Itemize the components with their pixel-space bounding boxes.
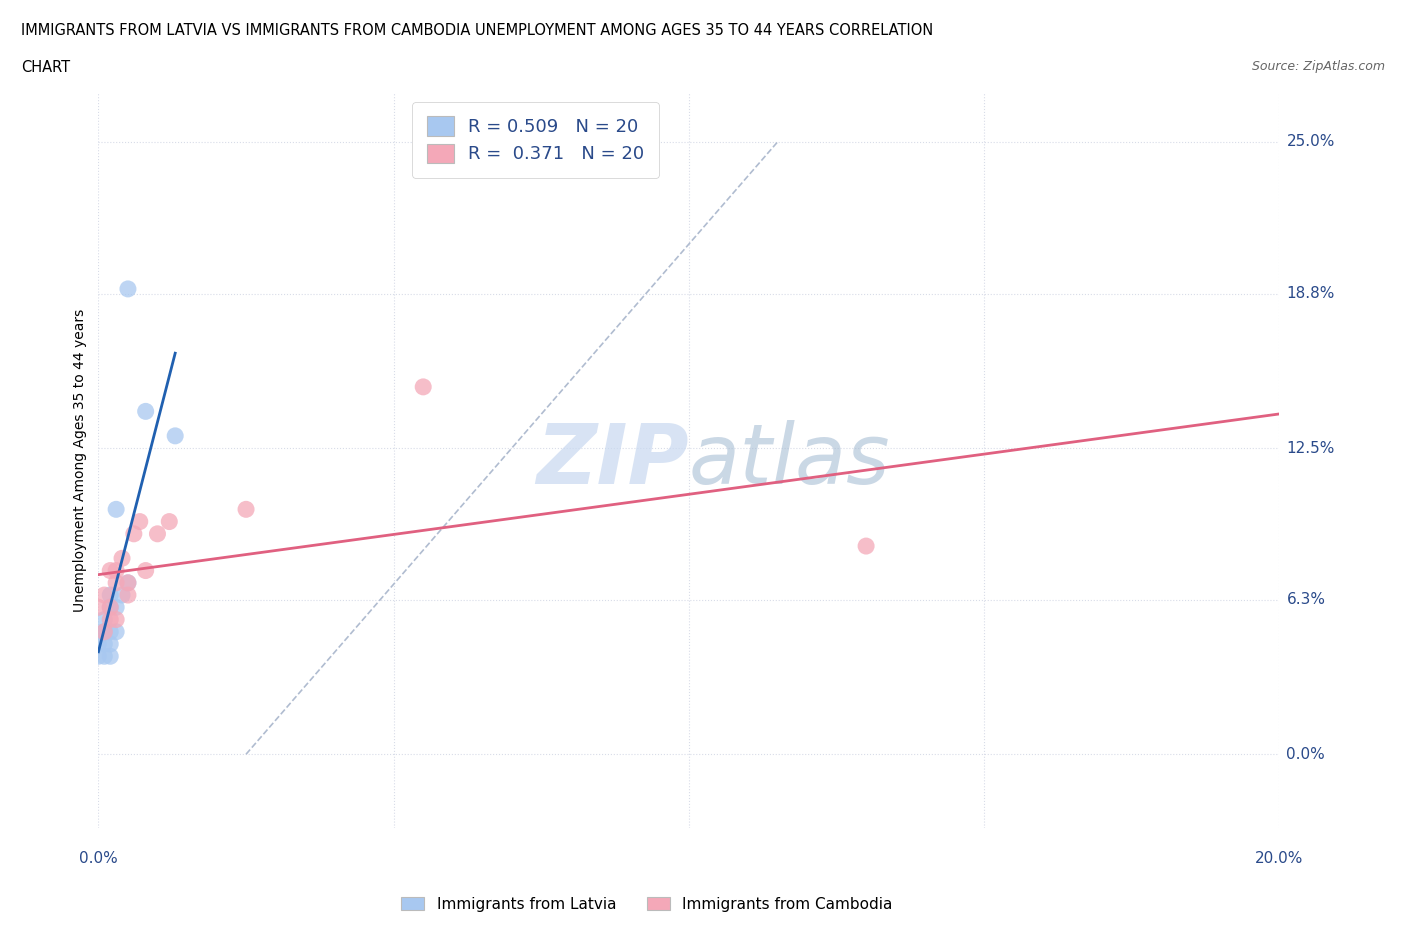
Point: [93, 624, 115, 639]
Point: [98, 600, 121, 615]
Text: Source: ZipAtlas.com: Source: ZipAtlas.com: [1251, 60, 1385, 73]
Point: [111, 588, 134, 603]
Point: [117, 282, 139, 297]
Point: [93, 612, 115, 627]
Point: [93, 588, 115, 603]
Point: [105, 502, 128, 517]
Point: [135, 404, 157, 418]
Point: [98, 612, 121, 627]
Point: [98, 588, 121, 603]
Point: [105, 624, 128, 639]
Point: [412, 379, 434, 394]
Point: [111, 551, 134, 565]
Point: [122, 526, 145, 541]
Point: [87, 649, 110, 664]
Point: [93, 624, 115, 639]
Point: [128, 514, 150, 529]
Point: [98, 564, 121, 578]
Point: [855, 538, 877, 553]
Point: [235, 502, 257, 517]
Point: [93, 649, 115, 664]
Point: [117, 576, 139, 591]
Point: [98, 624, 121, 639]
Legend: Immigrants from Latvia, Immigrants from Cambodia: Immigrants from Latvia, Immigrants from …: [395, 890, 898, 918]
Y-axis label: Unemployment Among Ages 35 to 44 years: Unemployment Among Ages 35 to 44 years: [73, 309, 87, 612]
Point: [117, 576, 139, 591]
Point: [135, 564, 157, 578]
Point: [105, 612, 128, 627]
Point: [105, 600, 128, 615]
Legend: R = 0.509   N = 20, R =  0.371   N = 20: R = 0.509 N = 20, R = 0.371 N = 20: [412, 102, 658, 178]
Point: [146, 526, 169, 541]
Point: [87, 637, 110, 652]
Text: CHART: CHART: [21, 60, 70, 75]
Text: 25.0%: 25.0%: [1286, 135, 1334, 150]
Text: 0.0%: 0.0%: [1286, 747, 1326, 762]
Point: [165, 429, 187, 444]
Point: [117, 588, 139, 603]
Point: [98, 637, 121, 652]
Text: 12.5%: 12.5%: [1286, 441, 1334, 456]
Point: [105, 564, 128, 578]
Point: [98, 600, 121, 615]
Point: [93, 624, 115, 639]
Text: 18.8%: 18.8%: [1286, 286, 1334, 301]
Text: atlas: atlas: [689, 419, 890, 501]
Text: 0.0%: 0.0%: [79, 851, 118, 866]
Point: [105, 576, 128, 591]
Point: [93, 637, 115, 652]
Text: 6.3%: 6.3%: [1286, 592, 1326, 607]
Text: IMMIGRANTS FROM LATVIA VS IMMIGRANTS FROM CAMBODIA UNEMPLOYMENT AMONG AGES 35 TO: IMMIGRANTS FROM LATVIA VS IMMIGRANTS FRO…: [21, 23, 934, 38]
Point: [157, 514, 180, 529]
Text: 20.0%: 20.0%: [1256, 851, 1303, 866]
Text: ZIP: ZIP: [536, 419, 689, 501]
Point: [98, 649, 121, 664]
Point: [87, 600, 110, 615]
